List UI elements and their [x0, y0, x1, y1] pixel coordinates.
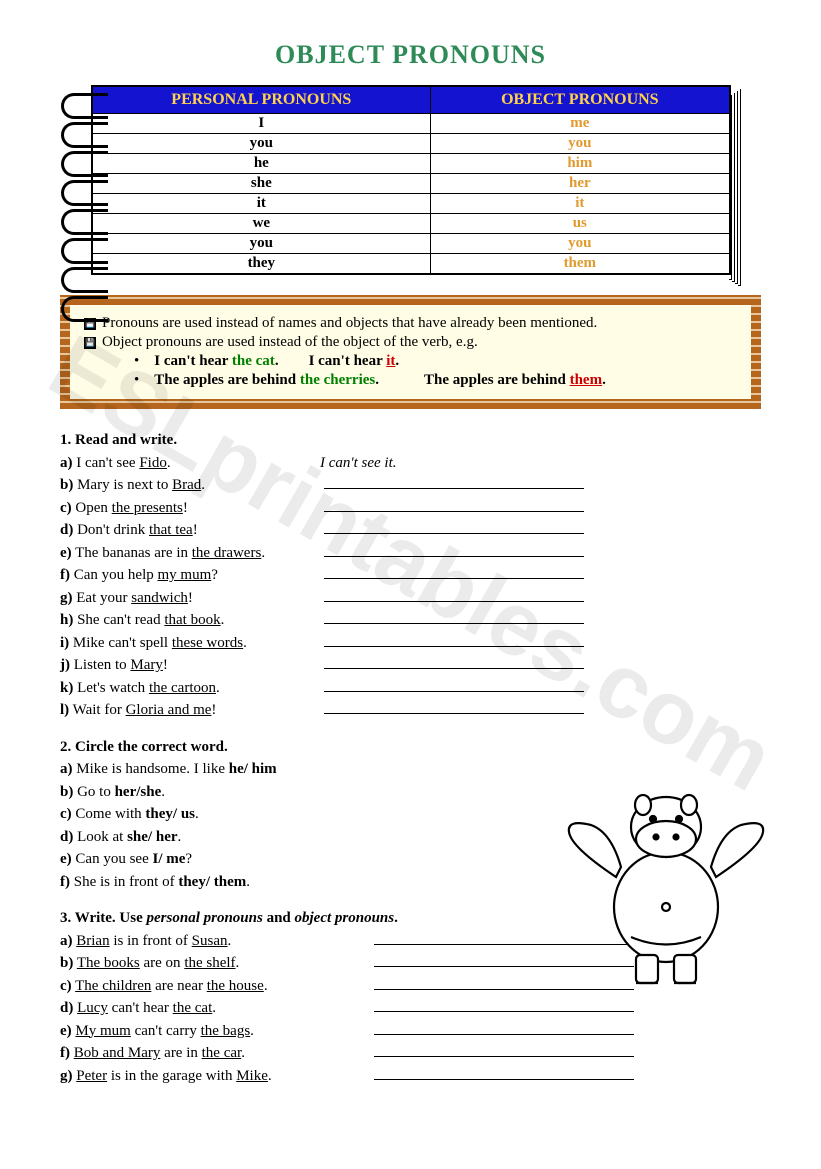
exercise-3-item: d) Lucy can't hear the cat.	[60, 997, 761, 1020]
answer-blank[interactable]	[324, 646, 584, 647]
personal-cell: we	[92, 214, 431, 234]
object-cell: them	[431, 254, 730, 275]
table-row: theythem	[92, 254, 730, 275]
rule-example-1: • I can't hear the cat. I can't hear it.	[134, 353, 737, 370]
exercise-1-title: 1. Read and write.	[60, 429, 761, 452]
rule-text-2: Object pronouns are used instead of the …	[102, 334, 478, 350]
table-row: weus	[92, 214, 730, 234]
exercise-1-item: b) Mary is next to Brad.	[60, 474, 761, 497]
object-cell: him	[431, 154, 730, 174]
answer-blank[interactable]	[324, 691, 584, 692]
object-cell: us	[431, 214, 730, 234]
table-row: itit	[92, 194, 730, 214]
table-row: sheher	[92, 174, 730, 194]
object-cell: it	[431, 194, 730, 214]
personal-cell: you	[92, 234, 431, 254]
answer-blank[interactable]	[324, 623, 584, 624]
answer-blank[interactable]	[324, 578, 584, 579]
exercise-1-item: h) She can't read that book.	[60, 609, 761, 632]
exercise-1-item: e) The bananas are in the drawers.	[60, 542, 761, 565]
answer-blank[interactable]	[374, 1034, 634, 1035]
answer-blank[interactable]	[324, 601, 584, 602]
personal-cell: they	[92, 254, 431, 275]
table-row: youyou	[92, 134, 730, 154]
exercise-2-title: 2. Circle the correct word.	[60, 736, 761, 759]
header-personal: PERSONAL PRONOUNS	[92, 86, 431, 114]
exercise-1-item: l) Wait for Gloria and me!	[60, 699, 761, 722]
table-row: hehim	[92, 154, 730, 174]
bullet-icon: 💾	[84, 337, 96, 349]
answer-blank[interactable]	[324, 488, 584, 489]
object-cell: me	[431, 114, 730, 134]
object-cell: you	[431, 134, 730, 154]
pronoun-table: PERSONAL PRONOUNS OBJECT PRONOUNS Imeyou…	[91, 85, 731, 275]
exercise-1-item: d) Don't drink that tea!	[60, 519, 761, 542]
answer-blank[interactable]	[374, 1056, 634, 1057]
exercise-1-item: g) Eat your sandwich!	[60, 587, 761, 610]
spiral-binding	[61, 93, 108, 325]
exercise-1-item: c) Open the presents!	[60, 497, 761, 520]
answer-blank[interactable]	[374, 1011, 634, 1012]
notebook-graphic: PERSONAL PRONOUNS OBJECT PRONOUNS Imeyou…	[91, 85, 731, 275]
answer-blank[interactable]	[324, 713, 584, 714]
rules-box: 💾 Pronouns are used instead of names and …	[60, 295, 761, 409]
answer-blank[interactable]	[324, 533, 584, 534]
page-title: OBJECT PRONOUNS	[60, 40, 761, 70]
answer-blank[interactable]	[374, 1079, 634, 1080]
exercise-1-item: a) I can't see Fido.I can't see it.	[60, 452, 761, 475]
table-row: Ime	[92, 114, 730, 134]
example-answer: I can't see it.	[320, 452, 397, 475]
exercise-1-item: i) Mike can't spell these words.	[60, 632, 761, 655]
rule-example-2: • The apples are behind the cherries. Th…	[134, 372, 737, 389]
object-cell: you	[431, 234, 730, 254]
exercise-1-item: k) Let's watch the cartoon.	[60, 677, 761, 700]
table-row: youyou	[92, 234, 730, 254]
answer-blank[interactable]	[324, 511, 584, 512]
exercise-1-item: f) Can you help my mum?	[60, 564, 761, 587]
answer-blank[interactable]	[324, 556, 584, 557]
hippo-illustration	[561, 777, 771, 997]
exercise-3-item: e) My mum can't carry the bags.	[60, 1020, 761, 1043]
answer-blank[interactable]	[324, 668, 584, 669]
exercise-1-item: j) Listen to Mary!	[60, 654, 761, 677]
rule-text-1: Pronouns are used instead of names and o…	[102, 315, 597, 331]
object-cell: her	[431, 174, 730, 194]
exercise-3-item: g) Peter is in the garage with Mike.	[60, 1065, 761, 1088]
personal-cell: it	[92, 194, 431, 214]
personal-cell: he	[92, 154, 431, 174]
personal-cell: she	[92, 174, 431, 194]
exercise-3-item: f) Bob and Mary are in the car.	[60, 1042, 761, 1065]
personal-cell: I	[92, 114, 431, 134]
worksheet-page: ESLprintables.com OBJECT PRONOUNS PERSON…	[0, 0, 821, 1127]
header-object: OBJECT PRONOUNS	[431, 86, 730, 114]
personal-cell: you	[92, 134, 431, 154]
